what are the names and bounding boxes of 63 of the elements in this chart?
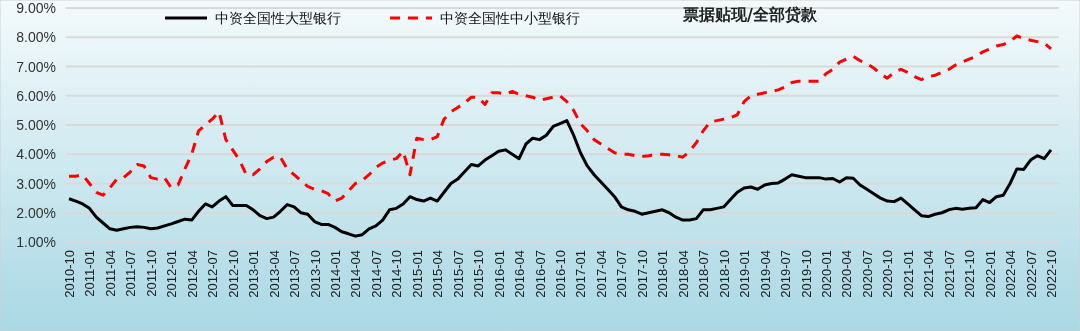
x-tick-label: 2013-10 [307, 250, 323, 298]
x-tick-label: 2011-04 [102, 250, 118, 297]
line-series [67, 119, 1053, 238]
x-tick-label: 2011-10 [143, 250, 159, 297]
legend-label: 中资全国性中小型银行 [440, 10, 580, 26]
y-tick-label: 5.00% [16, 117, 56, 133]
x-tick-label: 2017-04 [593, 250, 609, 298]
x-tick-label: 2022-07 [1023, 250, 1039, 298]
x-tick-label: 2010-10 [62, 250, 77, 298]
legend-label: 中资全国性大型银行 [215, 10, 341, 26]
x-tick-label: 2011-07 [123, 250, 139, 297]
x-tick-label: 2019-01 [737, 250, 753, 298]
x-tick-label: 2015-01 [409, 250, 425, 298]
line-series [67, 34, 1053, 203]
chart-title: 票据贴现/全部贷款 [682, 5, 818, 24]
x-tick-label: 2012-07 [205, 250, 221, 298]
y-tick-label: 1.00% [16, 234, 56, 250]
x-tick-label: 2021-04 [921, 250, 937, 298]
x-tick-label: 2017-07 [614, 250, 630, 298]
x-tick-label: 2019-04 [757, 250, 773, 298]
x-tick-label: 2014-07 [368, 250, 384, 298]
x-tick-label: 2012-01 [164, 250, 180, 298]
x-tick-label: 2022-04 [1003, 250, 1019, 298]
x-tick-label: 2017-10 [634, 250, 650, 298]
x-tick-label: 2021-10 [962, 250, 978, 298]
y-tick-label: 6.00% [16, 87, 56, 104]
y-tick-label: 2.00% [16, 204, 56, 221]
x-tick-label: 2018-01 [655, 250, 671, 298]
x-tick-label: 2015-07 [450, 250, 466, 298]
x-tick-label: 2020-04 [839, 250, 855, 298]
x-tick-label: 2020-01 [818, 250, 834, 298]
x-tick-label: 2015-10 [471, 250, 487, 298]
x-tick-label: 2016-07 [532, 250, 548, 298]
x-tick-label: 2014-01 [327, 250, 343, 298]
x-tick-label: 2013-01 [246, 250, 262, 298]
x-tick-label: 2019-07 [778, 250, 794, 298]
x-tick-label: 2020-07 [859, 250, 875, 298]
x-tick-label: 2015-04 [430, 250, 446, 298]
x-tick-label: 2012-10 [225, 250, 241, 298]
x-tick-label: 2016-01 [491, 250, 507, 298]
y-tick-label: 3.00% [16, 175, 56, 192]
x-tick-label: 2018-04 [675, 250, 691, 298]
x-tick-label: 2019-10 [798, 250, 814, 298]
x-tick-label: 2011-01 [82, 250, 98, 297]
x-tick-label: 2020-10 [880, 250, 896, 298]
x-tick-label: 2014-10 [389, 250, 405, 298]
x-tick-label: 2012-04 [184, 250, 200, 298]
x-tick-label: 2018-10 [716, 250, 732, 298]
x-tick-label: 2021-01 [900, 250, 916, 298]
x-tick-label: 2017-01 [573, 250, 589, 298]
y-tick-label: 7.00% [16, 58, 56, 75]
x-tick-label: 2013-07 [287, 250, 303, 298]
y-tick-label: 8.00% [16, 29, 56, 46]
x-tick-label: 2018-07 [696, 250, 712, 298]
x-tick-label: 2013-04 [266, 250, 282, 298]
x-tick-label: 2016-04 [512, 250, 528, 298]
x-tick-label: 2022-10 [1044, 250, 1059, 298]
y-tick-label: 9.00% [16, 0, 56, 16]
y-tick-label: 4.00% [16, 146, 56, 163]
x-tick-label: 2016-10 [553, 250, 568, 298]
x-tick-label: 2022-01 [982, 250, 998, 298]
x-tick-label: 2021-07 [941, 250, 957, 298]
x-tick-label: 2014-04 [348, 250, 364, 298]
